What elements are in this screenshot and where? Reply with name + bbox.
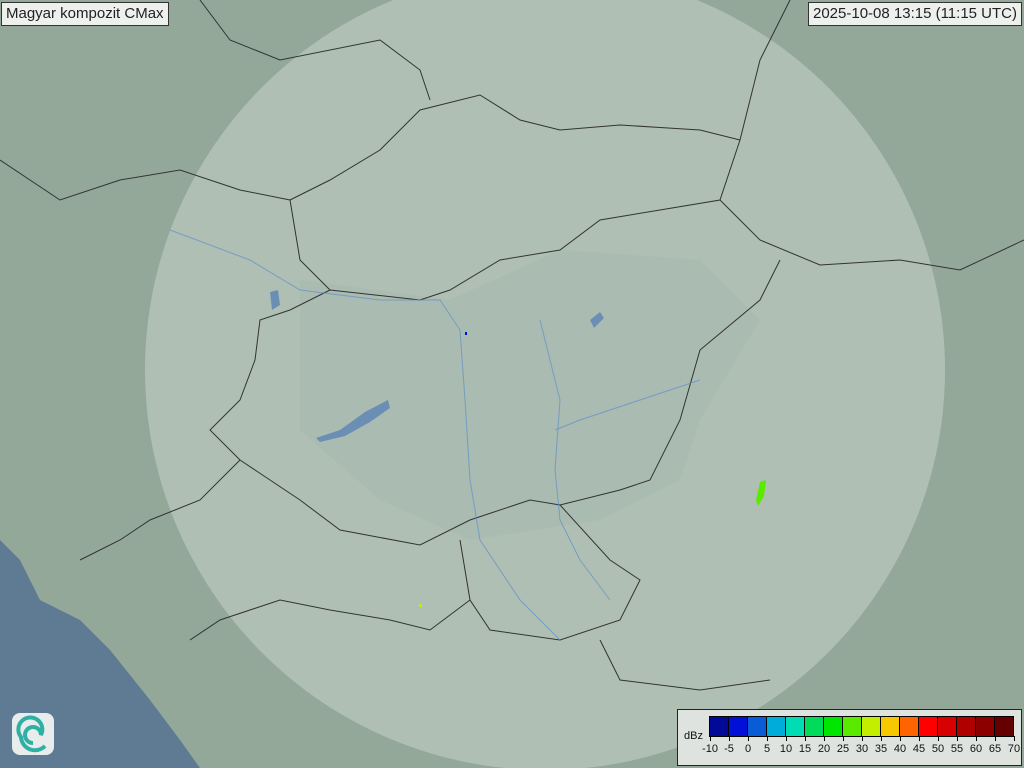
legend-bin bbox=[957, 717, 976, 736]
legend-tick-mark bbox=[976, 736, 977, 741]
dbz-legend: dBz -10 -5 0 5 10 15 20 25 30 35 40 45 50 55 60 65 70 bbox=[677, 709, 1022, 766]
legend-bin bbox=[824, 717, 843, 736]
product-title: Magyar kompozit CMax bbox=[1, 2, 169, 26]
legend-tick-mark bbox=[995, 736, 996, 741]
country-borders bbox=[0, 0, 1024, 691]
legend-tick-mark bbox=[824, 736, 825, 741]
legend-tick-label: -5 bbox=[724, 743, 734, 755]
legend-tick-mark bbox=[710, 736, 711, 741]
legend-tick-label: 60 bbox=[969, 743, 983, 755]
legend-tick-mark bbox=[881, 736, 882, 741]
legend-tick-label: 25 bbox=[836, 743, 850, 755]
lake-balaton bbox=[316, 400, 390, 442]
legend-tick-label: 5 bbox=[763, 743, 771, 755]
lake-neusiedl bbox=[270, 290, 280, 310]
legend-bin bbox=[919, 717, 938, 736]
legend-tick-label: -10 bbox=[702, 743, 718, 755]
radar-coverage-area bbox=[145, 0, 945, 768]
legend-tick-label: 65 bbox=[988, 743, 1002, 755]
legend-bin bbox=[786, 717, 805, 736]
legend-color-bar bbox=[709, 716, 1014, 737]
legend-tick-mark bbox=[786, 736, 787, 741]
legend-bin bbox=[862, 717, 881, 736]
legend-bin bbox=[938, 717, 957, 736]
legend-tick-label: 70 bbox=[1007, 743, 1021, 755]
legend-tick-label: 0 bbox=[744, 743, 752, 755]
legend-tick-label: 55 bbox=[950, 743, 964, 755]
lowland-plain bbox=[300, 250, 760, 540]
legend-tick-label: 30 bbox=[855, 743, 869, 755]
legend-tick-label: 10 bbox=[779, 743, 793, 755]
legend-bin bbox=[900, 717, 919, 736]
legend-tick-mark bbox=[1014, 736, 1015, 741]
legend-tick-mark bbox=[938, 736, 939, 741]
legend-bin bbox=[976, 717, 995, 736]
legend-tick-mark bbox=[843, 736, 844, 741]
legend-bin bbox=[881, 717, 900, 736]
legend-tick-label: 35 bbox=[874, 743, 888, 755]
legend-tick-label: 40 bbox=[893, 743, 907, 755]
lake-tisza bbox=[590, 312, 604, 328]
legend-bin bbox=[748, 717, 767, 736]
legend-tick-label: 45 bbox=[912, 743, 926, 755]
legend-tick-label: 15 bbox=[798, 743, 812, 755]
legend-tick-mark bbox=[805, 736, 806, 741]
legend-tick-mark bbox=[767, 736, 768, 741]
legend-tick-mark bbox=[919, 736, 920, 741]
legend-tick-mark bbox=[900, 736, 901, 741]
legend-tick-mark bbox=[957, 736, 958, 741]
legend-tick-label: 20 bbox=[817, 743, 831, 755]
radar-echo-blue bbox=[465, 332, 467, 335]
legend-tick-mark bbox=[862, 736, 863, 741]
timestamp: 2025-10-08 13:15 (11:15 UTC) bbox=[807, 2, 1022, 26]
legend-bin bbox=[729, 717, 748, 736]
legend-bin bbox=[843, 717, 862, 736]
legend-bin bbox=[710, 717, 729, 736]
radar-echo-yellow bbox=[419, 604, 422, 607]
legend-tick-mark bbox=[729, 736, 730, 741]
legend-tick-mark bbox=[748, 736, 749, 741]
adriatic-sea bbox=[0, 540, 200, 768]
legend-bin bbox=[767, 717, 786, 736]
swirl-logo-icon bbox=[12, 713, 54, 755]
legend-bin bbox=[995, 717, 1013, 736]
radar-echo-green bbox=[756, 480, 766, 506]
legend-unit: dBz bbox=[684, 730, 703, 742]
rivers bbox=[169, 229, 701, 641]
legend-bin bbox=[805, 717, 824, 736]
legend-tick-label: 50 bbox=[931, 743, 945, 755]
